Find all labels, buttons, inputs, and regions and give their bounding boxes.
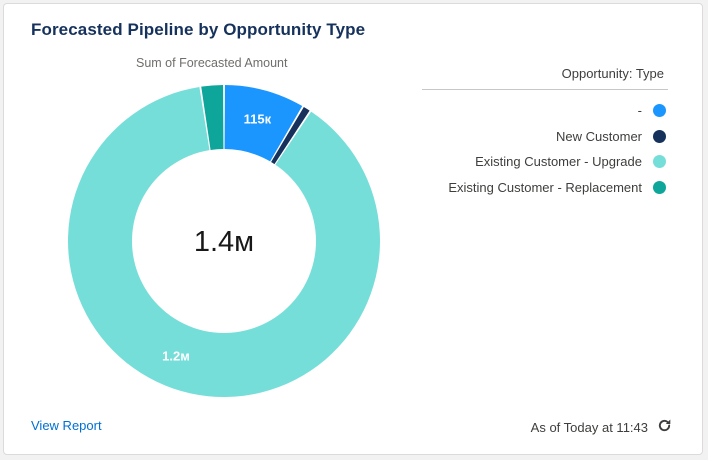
legend-label: Existing Customer - Upgrade bbox=[475, 154, 642, 170]
refresh-icon[interactable] bbox=[657, 418, 672, 436]
center-total-label: 1.4м bbox=[194, 226, 254, 258]
legend-item-2[interactable]: Existing Customer - Upgrade bbox=[422, 149, 668, 175]
timestamp-area: As of Today at 11:43 bbox=[531, 418, 672, 436]
legend-item-3[interactable]: Existing Customer - Replacement bbox=[422, 175, 668, 201]
donut-slice-3[interactable] bbox=[201, 85, 224, 150]
donut-slice-1[interactable] bbox=[271, 106, 310, 165]
legend-title: Opportunity: Type bbox=[422, 66, 668, 90]
legend-label: - bbox=[637, 103, 642, 119]
legend-list: - New Customer Existing Customer - Upgrade… bbox=[422, 98, 668, 200]
legend-swatch bbox=[653, 104, 666, 118]
view-report-link[interactable]: View Report bbox=[31, 418, 102, 433]
donut-slice-2[interactable] bbox=[68, 86, 380, 398]
dashboard-card: Forecasted Pipeline by Opportunity Type … bbox=[3, 3, 703, 455]
legend-swatch bbox=[653, 180, 666, 194]
timestamp-text: As of Today at 11:43 bbox=[530, 419, 648, 435]
legend: Opportunity: Type - New Customer Existing … bbox=[422, 66, 668, 200]
card-title: Forecasted Pipeline by Opportunity Type bbox=[31, 20, 366, 39]
legend-label: New Customer bbox=[556, 128, 642, 144]
legend-label: Existing Customer - Replacement bbox=[448, 179, 642, 195]
legend-item-1[interactable]: New Customer bbox=[422, 124, 668, 150]
legend-swatch bbox=[653, 155, 666, 169]
slice-value-label-2: 1.2м bbox=[162, 348, 190, 363]
chart-title: Sum of Forecasted Amount bbox=[136, 56, 288, 70]
donut-chart[interactable]: 115к 1.2м 1.4м bbox=[4, 4, 424, 456]
legend-item-0[interactable]: - bbox=[422, 98, 668, 124]
legend-swatch bbox=[653, 129, 666, 143]
donut-slice-0[interactable] bbox=[224, 85, 303, 162]
slice-value-label-0: 115к bbox=[244, 111, 272, 126]
